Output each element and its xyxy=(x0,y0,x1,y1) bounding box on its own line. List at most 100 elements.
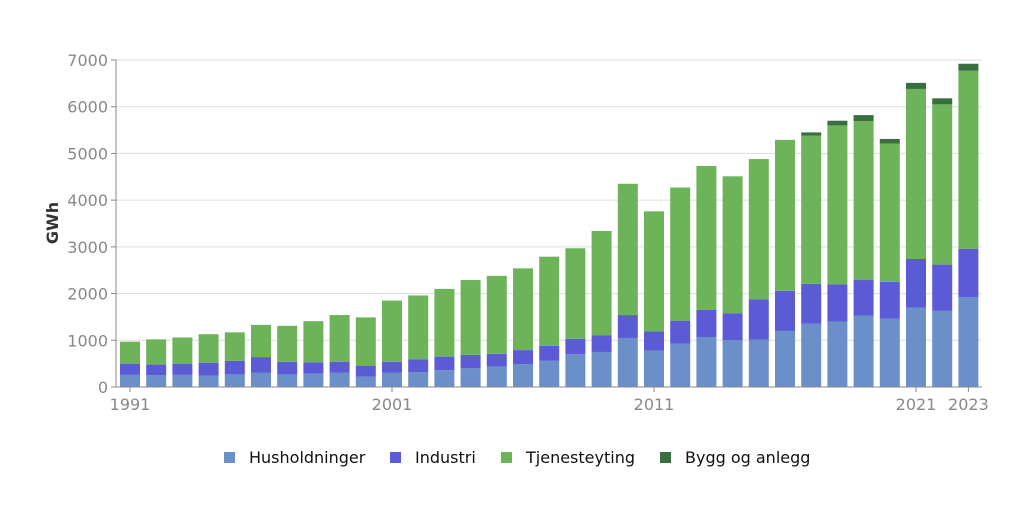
bar-segment-tjenesteyting xyxy=(198,334,219,363)
y-tick-label: 7000 xyxy=(67,51,108,70)
bar-segment-bygg xyxy=(879,138,900,144)
bar-segment-husholdninger xyxy=(617,337,638,387)
bar-segment-tjenesteyting xyxy=(853,121,874,281)
bar-segment-industri xyxy=(251,357,271,373)
bar-segment-tjenesteyting xyxy=(722,176,743,314)
bar-segment-industri xyxy=(670,320,691,344)
legend-swatch xyxy=(501,452,512,463)
bar-segment-tjenesteyting xyxy=(539,256,560,346)
bar-segment-industri xyxy=(696,309,717,338)
x-tick-label: 2001 xyxy=(372,395,413,414)
bar-segment-tjenesteyting xyxy=(617,183,638,316)
bar-segment-tjenesteyting xyxy=(591,230,612,336)
bar-segment-industri xyxy=(801,283,822,324)
bar-segment-industri xyxy=(224,360,245,375)
bar-segment-industri xyxy=(775,290,795,331)
bar-segment-tjenesteyting xyxy=(486,275,507,354)
legend-item-industri[interactable]: Industri xyxy=(390,448,476,467)
bar-segment-industri xyxy=(565,338,586,355)
bar-segment-husholdninger xyxy=(408,372,429,387)
bar-segment-tjenesteyting xyxy=(277,325,298,362)
y-axis-title: GWh xyxy=(43,202,62,244)
bar-segment-bygg xyxy=(958,63,979,71)
bar-segment-husholdninger xyxy=(565,354,586,387)
y-tick-label: 6000 xyxy=(67,98,108,117)
bar-segment-industri xyxy=(146,364,167,376)
grid-lines xyxy=(116,59,982,341)
bar-segment-tjenesteyting xyxy=(670,187,691,321)
x-tick-label: 1991 xyxy=(110,395,151,414)
bar-segment-industri xyxy=(958,248,979,298)
bar-segment-husholdninger xyxy=(827,321,848,387)
bar-segment-tjenesteyting xyxy=(303,321,324,363)
bar-segment-industri xyxy=(853,280,874,316)
bar-segment-tjenesteyting xyxy=(382,300,402,362)
bar-segment-tjenesteyting xyxy=(644,211,664,332)
bar-segment-husholdninger xyxy=(382,372,402,387)
bar-segment-industri xyxy=(906,259,926,308)
bar-segment-bygg xyxy=(906,82,926,89)
bar-segment-husholdninger xyxy=(879,318,900,387)
bar-segment-tjenesteyting xyxy=(513,268,533,351)
legend-item-husholdninger[interactable]: Husholdninger xyxy=(224,448,366,467)
bar-segment-tjenesteyting xyxy=(958,70,979,249)
bar-segment-tjenesteyting xyxy=(251,324,271,358)
x-tick-label: 2021 xyxy=(896,395,937,414)
y-tick-label: 5000 xyxy=(67,144,108,163)
bar-segment-tjenesteyting xyxy=(434,288,455,357)
bar-segment-husholdninger xyxy=(120,374,140,387)
bar-segment-husholdninger xyxy=(434,370,455,387)
legend: Husholdninger Industri Tjenesteyting Bygg o… xyxy=(224,448,810,467)
bar-segment-husholdninger xyxy=(696,337,717,387)
legend-swatch xyxy=(224,452,235,463)
y-tick-label: 3000 xyxy=(67,238,108,257)
legend-item-bygg[interactable]: Bygg og anlegg xyxy=(660,448,810,467)
legend-item-tjenesteyting[interactable]: Tjenesteyting xyxy=(501,448,635,467)
y-tick-label: 0 xyxy=(98,378,108,397)
bar-segment-husholdninger xyxy=(329,372,350,387)
bar-segment-husholdninger xyxy=(224,374,245,387)
bar-segment-industri xyxy=(434,356,455,371)
bar-segment-tjenesteyting xyxy=(460,280,481,355)
bar-segment-husholdninger xyxy=(513,364,533,387)
bar-segment-tjenesteyting xyxy=(224,332,245,361)
bar-segment-industri xyxy=(539,345,560,361)
bar-segment-tjenesteyting xyxy=(355,317,376,366)
bars xyxy=(120,63,979,387)
bar-segment-tjenesteyting xyxy=(879,143,900,282)
bar-segment-industri xyxy=(932,264,953,311)
bar-segment-tjenesteyting xyxy=(329,315,350,362)
bar-segment-tjenesteyting xyxy=(146,339,167,365)
bar-segment-husholdninger xyxy=(277,374,298,387)
bar-segment-industri xyxy=(303,362,324,374)
bar-segment-tjenesteyting xyxy=(775,139,795,291)
y-tick-label: 1000 xyxy=(67,331,108,350)
bar-segment-bygg xyxy=(801,132,822,136)
bar-segment-bygg xyxy=(827,120,848,126)
bar-segment-husholdninger xyxy=(906,307,926,387)
bar-segment-tjenesteyting xyxy=(408,295,429,360)
bar-segment-husholdninger xyxy=(748,339,769,387)
bar-segment-tjenesteyting xyxy=(172,337,193,364)
bar-segment-industri xyxy=(120,363,140,375)
bar-segment-husholdninger xyxy=(722,340,743,387)
bar-segment-tjenesteyting xyxy=(120,341,140,364)
bar-segment-tjenesteyting xyxy=(801,135,822,284)
bar-segment-industri xyxy=(617,315,638,338)
bar-segment-industri xyxy=(748,299,769,340)
legend-label: Tjenesteyting xyxy=(525,448,635,467)
bar-segment-tjenesteyting xyxy=(906,88,926,260)
bar-segment-industri xyxy=(486,353,507,367)
bar-segment-husholdninger xyxy=(932,310,953,387)
bar-segment-tjenesteyting xyxy=(565,248,586,339)
bar-segment-industri xyxy=(329,361,350,373)
bar-segment-industri xyxy=(277,361,298,375)
bar-segment-husholdninger xyxy=(355,376,376,387)
bar-segment-tjenesteyting xyxy=(827,125,848,285)
bar-segment-tjenesteyting xyxy=(932,104,953,265)
bar-segment-husholdninger xyxy=(670,343,691,387)
bar-segment-husholdninger xyxy=(486,366,507,387)
bar-segment-husholdninger xyxy=(801,323,822,387)
legend-label: Bygg og anlegg xyxy=(685,448,810,467)
bar-segment-industri xyxy=(591,335,612,352)
